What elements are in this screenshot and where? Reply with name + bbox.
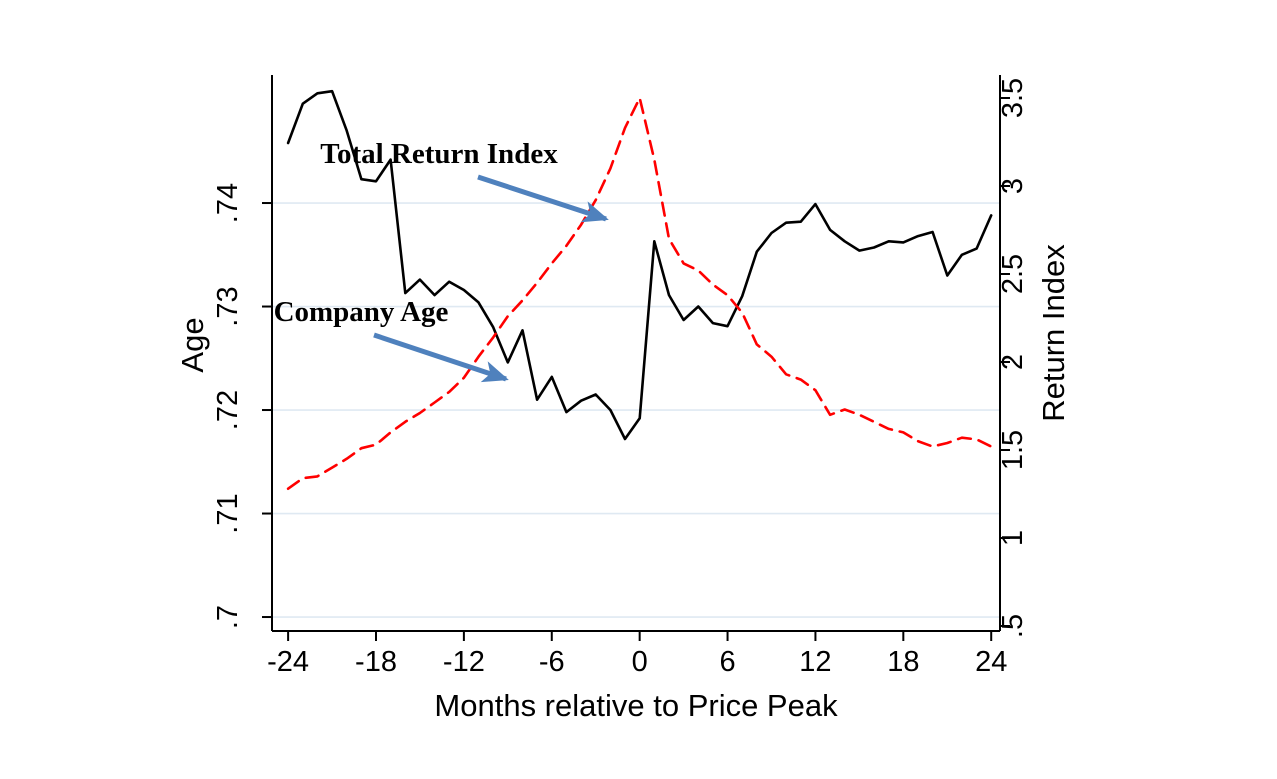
- x-axis-tick-label: 0: [632, 646, 648, 678]
- x-axis-tick-label: 12: [799, 646, 831, 678]
- left-axis-tick-label: .7: [212, 605, 244, 629]
- right-axis-tick-label: 3: [997, 178, 1029, 194]
- x-axis-tick-label: 24: [975, 646, 1007, 678]
- right-axis-tick-label: 2.5: [997, 254, 1029, 294]
- x-axis-tick-label: 18: [887, 646, 919, 678]
- left-axis-tick-label: .72: [212, 390, 244, 430]
- gridlines: [272, 202, 1000, 618]
- right-axis-tick-label: 3.5: [997, 78, 1029, 118]
- right-axis-tick-label: 2: [997, 354, 1029, 370]
- right-axis-title: Return Index: [1036, 244, 1071, 422]
- annotation-company-age-label: Company Age: [274, 296, 449, 328]
- x-axis-tick-label: -24: [267, 646, 309, 678]
- left-axis-tick-label: .73: [212, 286, 244, 326]
- axes: .7 .71 .72 .73 .74 .5 1 1.5 2 2.5 3 3.5 -24 -18 -12 -6 0…: [212, 75, 1029, 678]
- x-axis-tick-label: 6: [719, 646, 735, 678]
- x-axis-tick-label: -6: [539, 646, 565, 678]
- annotation-arrow: [477, 174, 609, 223]
- company-age-line: [286, 89, 993, 441]
- left-axis-tick-label: .71: [212, 493, 244, 533]
- left-axis-title: Age: [175, 317, 210, 372]
- annotation-arrow: [373, 332, 509, 383]
- annotations: Total Return Index Company Age: [274, 138, 609, 383]
- x-axis-tick-label: -18: [355, 646, 397, 678]
- right-axis-tick-label: .5: [997, 614, 1029, 638]
- total-return-index-line: [286, 96, 993, 491]
- right-axis-tick-label: 1: [997, 530, 1029, 546]
- data-series: [286, 89, 993, 491]
- right-axis-tick-label: 1.5: [997, 430, 1029, 470]
- x-axis-title: Months relative to Price Peak: [434, 688, 838, 723]
- x-axis-tick-label: -12: [443, 646, 485, 678]
- annotation-total-return-index-label: Total Return Index: [320, 138, 558, 170]
- left-axis-tick-label: .74: [212, 183, 244, 223]
